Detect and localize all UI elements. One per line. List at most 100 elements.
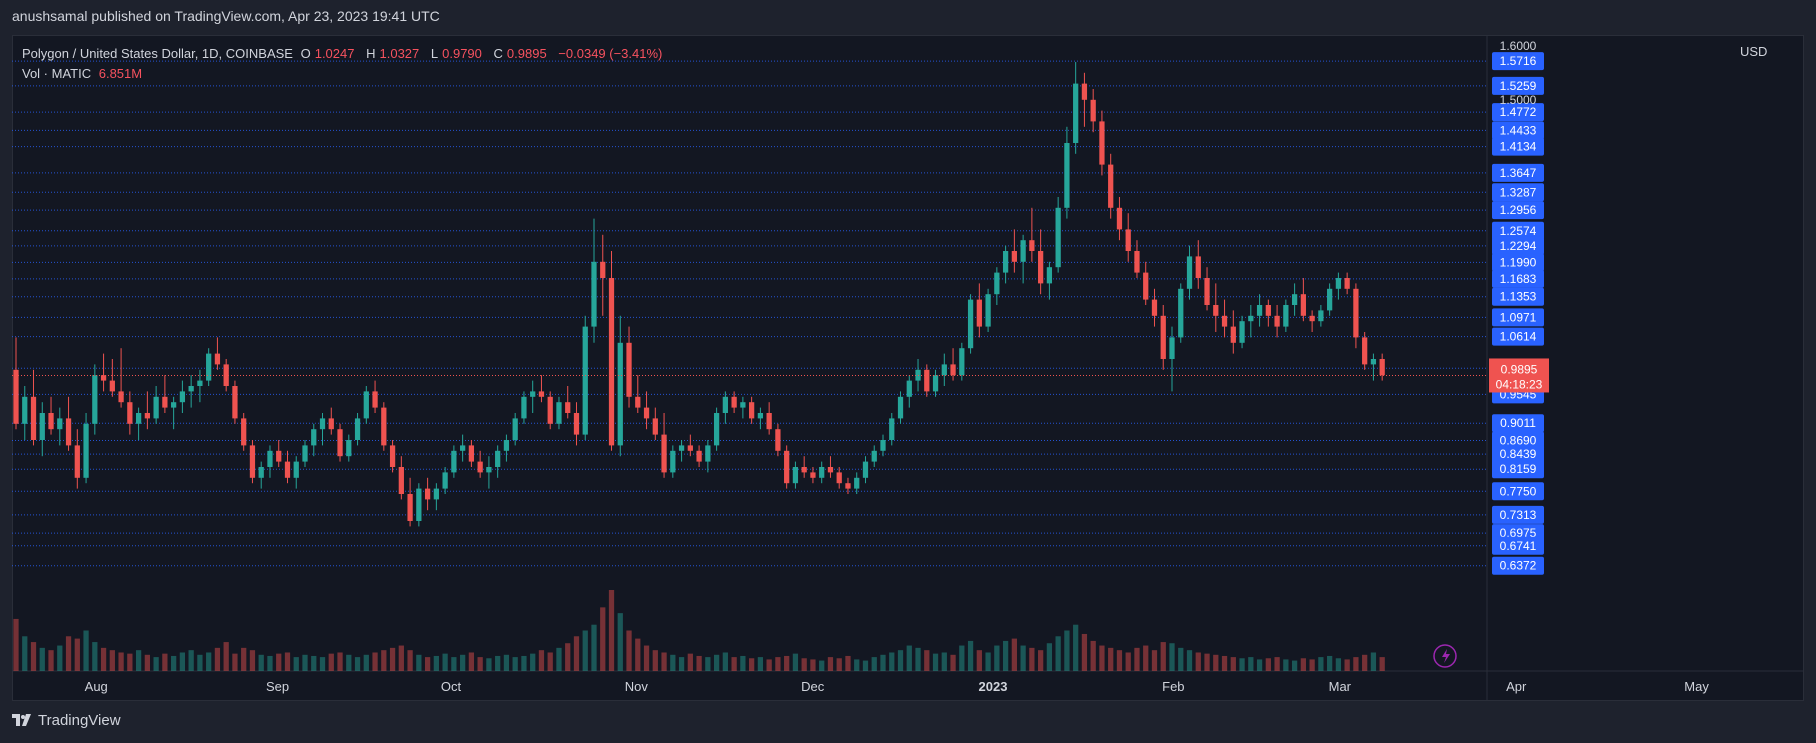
candle-body <box>65 418 72 446</box>
volume-bar <box>1239 658 1245 671</box>
volume-bar <box>591 624 597 671</box>
volume-bar <box>57 645 63 671</box>
volume-bar <box>241 647 247 671</box>
volume-bar <box>573 636 580 671</box>
level-label-bg <box>1492 445 1544 464</box>
candle-body <box>1125 229 1131 251</box>
open-value: 1.0247 <box>314 46 355 61</box>
candle-body <box>1327 288 1333 311</box>
volume-bar <box>486 658 492 671</box>
volume-bar <box>1108 647 1114 671</box>
close-value: 0.9895 <box>506 46 547 61</box>
candle-body <box>556 402 562 424</box>
level-label: 0.8159 <box>1500 462 1537 476</box>
candle-body <box>582 326 588 435</box>
volume-bar <box>530 653 536 671</box>
candle-body <box>530 391 536 397</box>
volume-bar <box>48 650 54 671</box>
candle-body <box>678 445 685 451</box>
candle-body <box>1143 272 1149 300</box>
candle-body <box>784 450 790 484</box>
level-label: 1.3287 <box>1500 185 1537 199</box>
level-label: 1.0614 <box>1500 330 1537 344</box>
volume-bar <box>749 658 755 671</box>
x-axis-label: Mar <box>1329 679 1352 694</box>
candle-body <box>1116 207 1123 230</box>
level-label-bg <box>1492 327 1544 346</box>
volume-bar <box>819 660 825 671</box>
candle-body <box>74 445 80 478</box>
candle-body <box>766 413 772 430</box>
volume-bar <box>302 654 308 671</box>
volume-bar <box>214 647 221 671</box>
x-axis-label: Oct <box>441 679 462 694</box>
volume-bar <box>162 653 168 671</box>
candle-body <box>486 467 492 473</box>
candle-body <box>845 483 851 489</box>
candle-body <box>705 445 711 462</box>
candle-body <box>1002 251 1009 273</box>
tradingview-logo-icon[interactable] <box>12 713 32 729</box>
volume-bar <box>801 658 807 671</box>
level-label-bg <box>1492 414 1544 433</box>
x-axis-label: May <box>1684 679 1709 694</box>
candle-body <box>792 467 799 484</box>
volume-bar <box>468 652 475 671</box>
volume-bar <box>223 642 229 671</box>
volume-bar <box>1256 659 1263 671</box>
volume-bar <box>1134 647 1140 671</box>
volume-bar <box>556 647 562 671</box>
lightning-icon[interactable] <box>1433 644 1457 668</box>
brand-name[interactable]: TradingView <box>38 712 121 729</box>
volume-bar <box>460 654 466 671</box>
volume-bar <box>1002 640 1009 671</box>
volume-label[interactable]: Vol · MATIC <box>22 66 92 81</box>
volume-bar <box>705 657 711 671</box>
volume-bar <box>635 638 641 671</box>
volume-bar <box>1020 645 1026 671</box>
volume-bar <box>1309 659 1315 671</box>
level-label-bg <box>1492 103 1544 122</box>
candle-body <box>276 450 282 462</box>
candle-body <box>880 440 886 451</box>
x-axis-label: Nov <box>625 679 649 694</box>
candle-body <box>1064 143 1070 208</box>
volume-bar <box>372 652 378 671</box>
candle-body <box>1186 256 1193 289</box>
candle-body <box>188 386 194 392</box>
volume-bar <box>906 645 912 671</box>
level-label: 1.1683 <box>1500 272 1537 286</box>
candle-body <box>424 488 431 500</box>
candle-body <box>144 413 150 419</box>
volume-bar <box>1230 657 1236 671</box>
chart-legend: Polygon / United States Dollar, 1D, COIN… <box>22 44 666 84</box>
level-label: 0.9011 <box>1500 416 1536 430</box>
volume-bar <box>363 654 369 671</box>
candle-body <box>1274 315 1280 327</box>
volume-bar <box>1362 654 1368 671</box>
candle-body <box>109 380 115 392</box>
volume-bar <box>766 659 772 671</box>
currency-label[interactable]: USD <box>1740 44 1768 59</box>
level-label: 0.8439 <box>1500 447 1537 461</box>
candle-body <box>897 396 904 419</box>
volume-bar <box>171 655 177 671</box>
volume-bar <box>311 655 317 671</box>
volume-bar <box>967 640 974 671</box>
level-label: 1.4134 <box>1500 140 1537 154</box>
volume-bar <box>1265 658 1271 671</box>
volume-bar <box>127 653 133 671</box>
volume-bar <box>206 652 212 671</box>
volume-bar <box>827 657 834 671</box>
price-chart[interactable]: 1.5716 1.5259 1.4772 1.4433 1.4134 1.3647 1.32… <box>12 35 1804 701</box>
volume-bar <box>810 659 816 671</box>
volume-bar <box>862 660 869 671</box>
volume-bar <box>757 657 764 671</box>
volume-bar <box>740 655 746 671</box>
candle-body <box>1230 326 1236 343</box>
x-axis-label: Sep <box>266 679 289 694</box>
candle-body <box>1151 299 1158 316</box>
candle-body <box>967 299 974 349</box>
level-label-bg <box>1492 505 1544 524</box>
symbol-title[interactable]: Polygon / United States Dollar, 1D, COIN… <box>22 46 293 61</box>
